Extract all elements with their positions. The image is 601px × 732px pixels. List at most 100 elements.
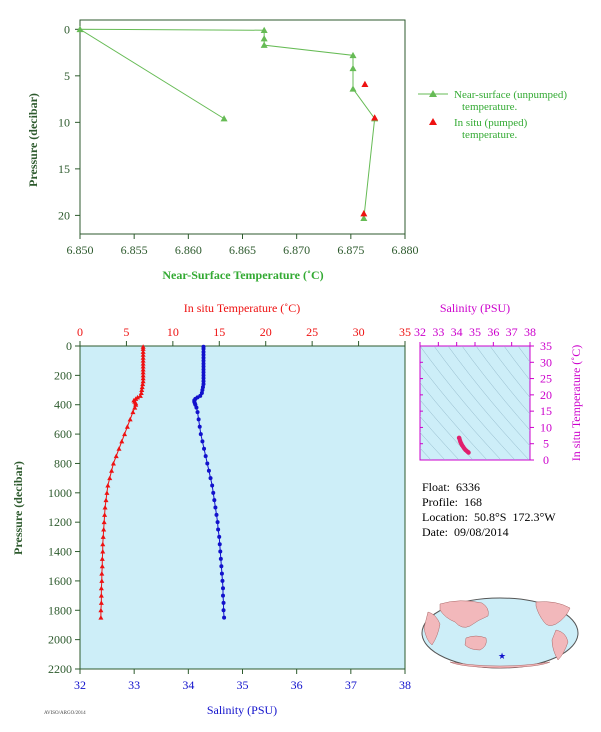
salinity-point	[215, 520, 220, 525]
temperature-point	[116, 446, 122, 451]
temperature-point	[140, 372, 146, 378]
ts-diagram: 32 33 34 35 36 37 38 0 5 10 15 20 25 30 35 Salinity (P…	[414, 301, 583, 467]
temperature-tick-label: 10	[167, 325, 179, 339]
ts-contour-line	[433, 346, 530, 460]
temperature-point	[133, 402, 139, 407]
legend-marker-pumped	[429, 118, 437, 125]
ts-contour-line	[420, 364, 502, 460]
temperature-tick-label: 30	[353, 325, 365, 339]
salinity-point	[205, 461, 210, 466]
temperature-point	[140, 358, 146, 363]
salinity-tick-label: 36	[291, 678, 303, 692]
salinity-tick-label: 32	[74, 678, 86, 692]
salinity-point	[201, 352, 206, 357]
top-series-group	[76, 25, 379, 221]
salinity-point	[218, 549, 223, 554]
temperature-point	[101, 527, 107, 532]
temperature-point	[103, 497, 109, 503]
temperature-point	[137, 393, 143, 398]
top-series-unpumped-line	[78, 28, 376, 219]
ts-x-tick-label: 37	[506, 325, 518, 339]
salinity-point	[196, 417, 201, 422]
temperature-point	[132, 405, 138, 410]
salinity-tick-label: 34	[182, 678, 194, 692]
ts-contour-line	[420, 346, 516, 460]
date-label: Date:	[422, 525, 448, 539]
temperature-point	[100, 534, 106, 539]
salinity-point	[198, 432, 203, 437]
ts-y-tick-label: 30	[540, 355, 552, 369]
ts-x-tick-label: 34	[451, 325, 463, 339]
ts-y-axis-label: In situ Temperature (˚C)	[569, 345, 583, 462]
temperature-point	[98, 607, 104, 613]
salinity-point	[199, 390, 204, 395]
salinity-axis-title: Salinity (PSU)	[207, 703, 277, 717]
ts-x-tick-label: 35	[469, 325, 481, 339]
ts-series-group	[456, 435, 471, 455]
top-x-tick-label: 6.880	[392, 243, 419, 257]
top-point-unpumped	[76, 25, 84, 33]
legend-label-unpumped-2: temperature.	[462, 101, 518, 113]
temperature-tick-label: 5	[123, 325, 129, 339]
top-point-pumped	[371, 114, 379, 121]
ts-y-tick-label: 20	[540, 388, 552, 402]
temperature-point	[124, 424, 130, 429]
profile-y-axis-label: Pressure (decibar)	[11, 461, 25, 555]
ts-contour-line	[420, 416, 460, 460]
world-map: ★	[421, 597, 579, 669]
salinity-point	[201, 379, 206, 384]
temperature-tick-label: 25	[306, 325, 318, 339]
pressure-tick-label: 1400	[48, 545, 72, 559]
map-asia	[439, 600, 489, 628]
temperature-point	[140, 346, 146, 351]
ts-contour-line	[461, 346, 530, 431]
ts-contour-line	[420, 382, 488, 460]
map-north-america	[535, 601, 571, 626]
temperature-point	[104, 490, 110, 495]
top-x-tick-label: 6.870	[283, 243, 310, 257]
salinity-point	[220, 578, 225, 583]
info-location: Location: 50.8°S 172.3°W	[422, 510, 556, 525]
temperature-point	[99, 556, 105, 561]
pressure-tick-label: 2200	[48, 662, 72, 676]
temperature-point	[98, 615, 104, 620]
float-label: Float:	[422, 480, 451, 494]
temperature-point	[140, 375, 146, 381]
top-x-tick-label: 6.860	[175, 243, 202, 257]
salinity-point	[217, 542, 222, 547]
salinity-point	[218, 556, 223, 561]
ts-density-contours	[420, 346, 530, 460]
profile-series-group	[98, 344, 227, 620]
legend-label-pumped-1: In situ (pumped)	[454, 117, 528, 129]
ts-contour-line	[517, 346, 530, 363]
ts-contour-line	[447, 346, 530, 447]
temperature-point	[101, 519, 107, 525]
ts-y-tick-label: 0	[543, 453, 549, 467]
temperature-point	[127, 416, 133, 422]
ts-x-tick-label: 32	[414, 325, 426, 339]
top-point-unpumped	[360, 214, 368, 221]
date-value: 09/08/2014	[454, 525, 509, 539]
temperature-point	[109, 468, 115, 473]
salinity-point	[197, 424, 202, 429]
ts-contour-line	[475, 346, 530, 415]
info-float: Float: 6336	[422, 480, 480, 495]
profile-plot-frame	[79, 345, 406, 670]
salinity-point	[195, 410, 200, 415]
top-point-unpumped	[349, 64, 357, 72]
map-antarctica	[449, 661, 551, 669]
pressure-tick-label: 0	[66, 339, 72, 353]
pressure-tick-label: 1800	[48, 603, 72, 617]
footer-code: AVISO/ARGO/2014	[44, 711, 86, 716]
top-point-unpumped	[349, 51, 357, 59]
top-y-tick-label: 10	[58, 115, 70, 129]
salinity-point	[221, 586, 225, 591]
info-profile: Profile: 168	[422, 495, 482, 510]
top-point-unpumped	[260, 35, 268, 42]
temperature-point	[140, 381, 146, 387]
salinity-point	[201, 349, 206, 354]
ts-y-tick-label: 5	[543, 437, 549, 451]
temperature-axis-title: In situ Temperature (˚C)	[184, 301, 301, 315]
temperature-point	[139, 384, 145, 390]
ts-x-tick-label: 36	[487, 325, 499, 339]
